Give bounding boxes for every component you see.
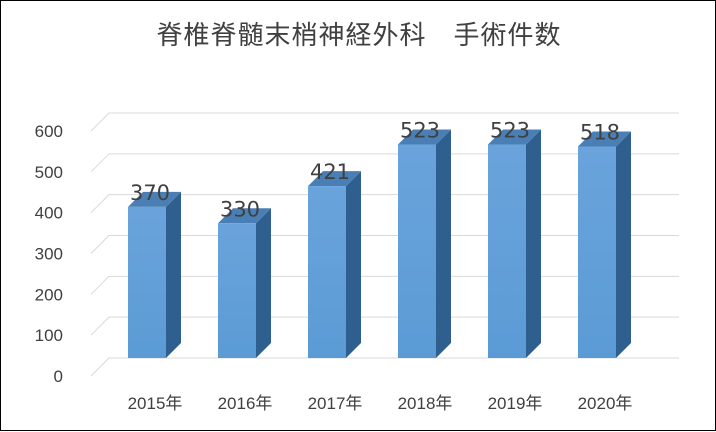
bar bbox=[398, 144, 436, 358]
data-label: 421 bbox=[310, 160, 350, 184]
bar-top-face bbox=[488, 129, 541, 145]
x-category-label: 2019年 bbox=[488, 394, 543, 413]
bar-side-face bbox=[256, 208, 271, 358]
data-label: 330 bbox=[220, 197, 260, 221]
bar bbox=[218, 223, 256, 358]
data-label: 523 bbox=[400, 118, 440, 142]
bar-top-face bbox=[578, 131, 631, 147]
bar bbox=[128, 206, 166, 358]
y-tick-label: 300 bbox=[35, 245, 63, 264]
data-label: 370 bbox=[130, 181, 170, 205]
bar-side-face bbox=[346, 171, 361, 358]
y-tick-label: 400 bbox=[35, 204, 63, 223]
y-tick-label: 200 bbox=[35, 285, 63, 304]
chart-title: 脊椎脊髄末梢神経外科 手術件数 bbox=[156, 21, 562, 51]
bar-top-face bbox=[308, 171, 361, 187]
x-category-label: 2015年 bbox=[128, 394, 183, 413]
gridline bbox=[90, 112, 679, 132]
y-tick-label: 100 bbox=[35, 326, 63, 345]
y-tick-label: 600 bbox=[35, 122, 63, 141]
y-tick-label: 0 bbox=[54, 367, 63, 386]
bar-side-face bbox=[436, 129, 451, 358]
bar-top-face bbox=[398, 129, 451, 145]
x-category-label: 2018年 bbox=[398, 394, 453, 413]
data-label: 518 bbox=[580, 120, 620, 144]
bar bbox=[308, 186, 346, 358]
bar-side-face bbox=[616, 131, 631, 358]
y-tick-label: 500 bbox=[35, 163, 63, 182]
bar-top-face bbox=[218, 208, 271, 224]
data-label: 523 bbox=[490, 118, 530, 142]
bar bbox=[488, 144, 526, 358]
bar bbox=[578, 146, 616, 358]
x-category-label: 2020年 bbox=[578, 394, 633, 413]
gridline bbox=[90, 357, 679, 377]
bar-top-face bbox=[128, 191, 181, 207]
bar-side-face bbox=[526, 129, 541, 358]
bar-side-face bbox=[166, 191, 181, 358]
x-category-label: 2016年 bbox=[218, 394, 273, 413]
x-category-label: 2017年 bbox=[308, 394, 363, 413]
